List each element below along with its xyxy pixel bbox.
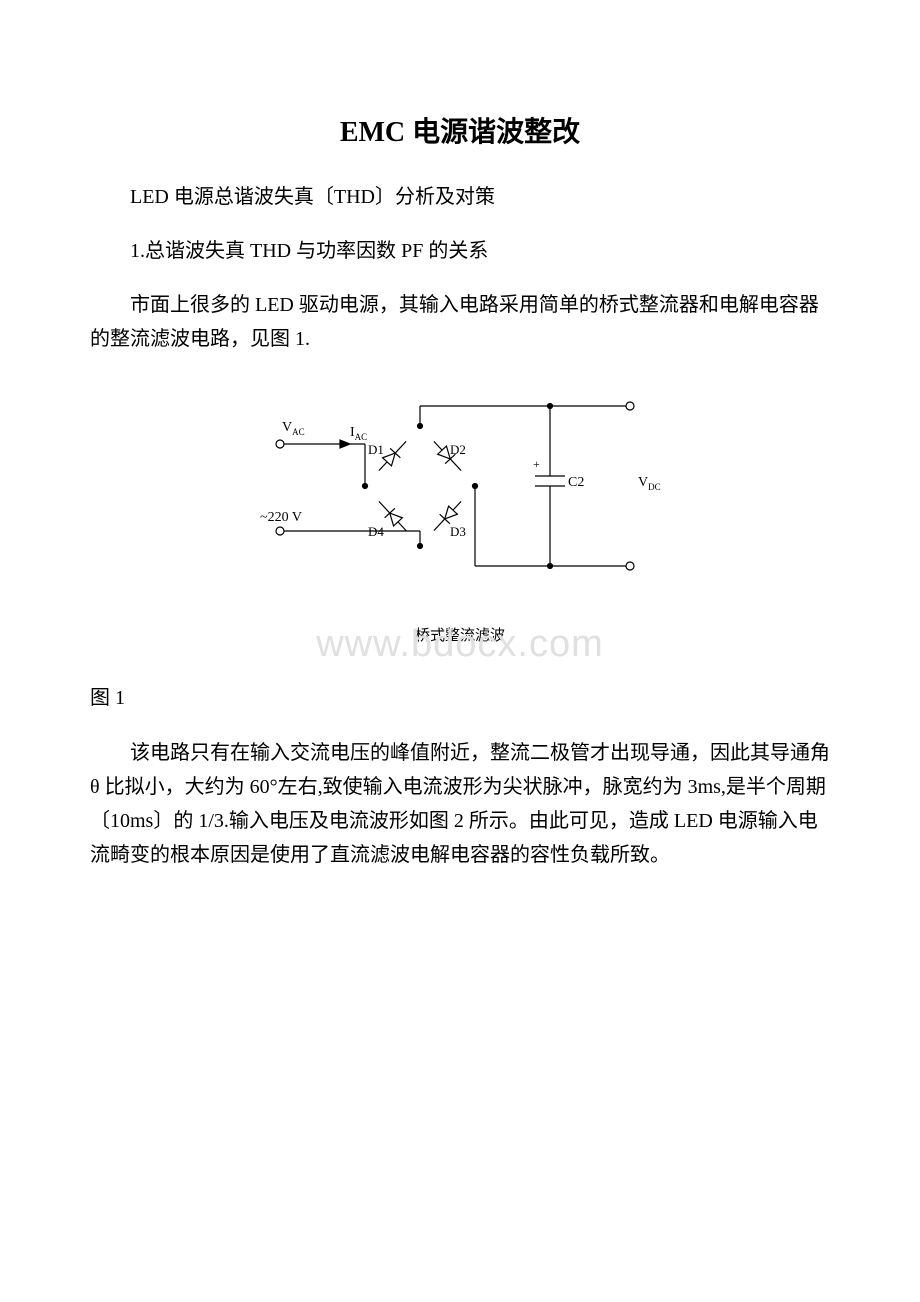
label-voltage-source: ~220 V bbox=[260, 510, 302, 525]
label-vdc: VDC bbox=[638, 475, 661, 492]
document-subtitle: LED 电源总谐波失真〔THD〕分析及对策 bbox=[90, 180, 830, 214]
label-vac: VAC bbox=[282, 420, 305, 437]
label-d2: D2 bbox=[450, 442, 466, 457]
document-title: EMC 电源谐波整改 bbox=[90, 110, 830, 150]
label-iac: IAC bbox=[350, 425, 367, 442]
figure-1-container: VAC IAC ~220 V D1 D2 D3 D4 + C2 VDC 桥式整流… bbox=[90, 386, 830, 666]
label-d1: D1 bbox=[368, 442, 384, 457]
circuit-caption: 桥式整流滤波 bbox=[90, 624, 830, 645]
label-d4: D4 bbox=[368, 524, 384, 539]
label-plus: + bbox=[533, 457, 540, 471]
circuit-diagram: VAC IAC ~220 V D1 D2 D3 D4 + C2 VDC bbox=[250, 386, 670, 616]
paragraph-2: 该电路只有在输入交流电压的峰值附近，整流二极管才出现导通，因此其导通角 θ 比拟… bbox=[90, 736, 830, 872]
paragraph-1: 市面上很多的 LED 驱动电源，其输入电路采用简单的桥式整流器和电解电容器的整流… bbox=[90, 288, 830, 356]
label-c2: C2 bbox=[568, 475, 584, 490]
figure-label-row: 图 1 bbox=[90, 676, 830, 716]
label-d3: D3 bbox=[450, 524, 466, 539]
section-heading: 1.总谐波失真 THD 与功率因数 PF 的关系 bbox=[90, 234, 830, 268]
figure-1-label: 图 1 bbox=[90, 681, 125, 710]
